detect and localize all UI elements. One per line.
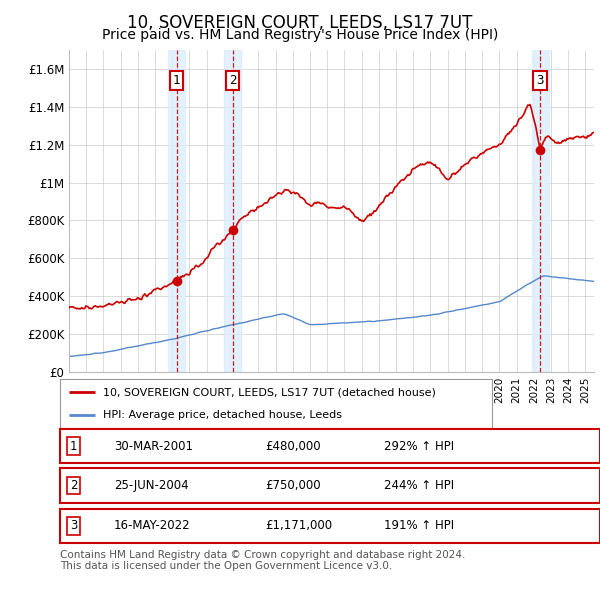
Text: £750,000: £750,000 [265, 479, 321, 492]
Bar [224, 50, 241, 372]
Text: 191% ↑ HPI: 191% ↑ HPI [384, 519, 454, 532]
Text: HPI: Average price, detached house, Leeds: HPI: Average price, detached house, Leed… [103, 409, 342, 419]
Text: 244% ↑ HPI: 244% ↑ HPI [384, 479, 454, 492]
Text: 2: 2 [70, 479, 77, 492]
Text: 25-JUN-2004: 25-JUN-2004 [114, 479, 188, 492]
Text: 30-MAR-2001: 30-MAR-2001 [114, 440, 193, 453]
Bar [168, 50, 185, 372]
Text: 2: 2 [229, 74, 236, 87]
Text: 10, SOVEREIGN COURT, LEEDS, LS17 7UT (detached house): 10, SOVEREIGN COURT, LEEDS, LS17 7UT (de… [103, 388, 436, 398]
Text: 1: 1 [173, 74, 181, 87]
Text: Price paid vs. HM Land Registry's House Price Index (HPI): Price paid vs. HM Land Registry's House … [102, 28, 498, 42]
Text: Contains HM Land Registry data © Crown copyright and database right 2024.
This d: Contains HM Land Registry data © Crown c… [60, 550, 466, 572]
Text: 3: 3 [70, 519, 77, 532]
Text: £480,000: £480,000 [265, 440, 321, 453]
Text: 10, SOVEREIGN COURT, LEEDS, LS17 7UT: 10, SOVEREIGN COURT, LEEDS, LS17 7UT [127, 14, 473, 32]
Text: £1,171,000: £1,171,000 [265, 519, 332, 532]
Text: 3: 3 [536, 74, 544, 87]
Text: 1: 1 [70, 440, 77, 453]
Bar [532, 50, 549, 372]
Text: 16-MAY-2022: 16-MAY-2022 [114, 519, 191, 532]
Text: 292% ↑ HPI: 292% ↑ HPI [384, 440, 454, 453]
